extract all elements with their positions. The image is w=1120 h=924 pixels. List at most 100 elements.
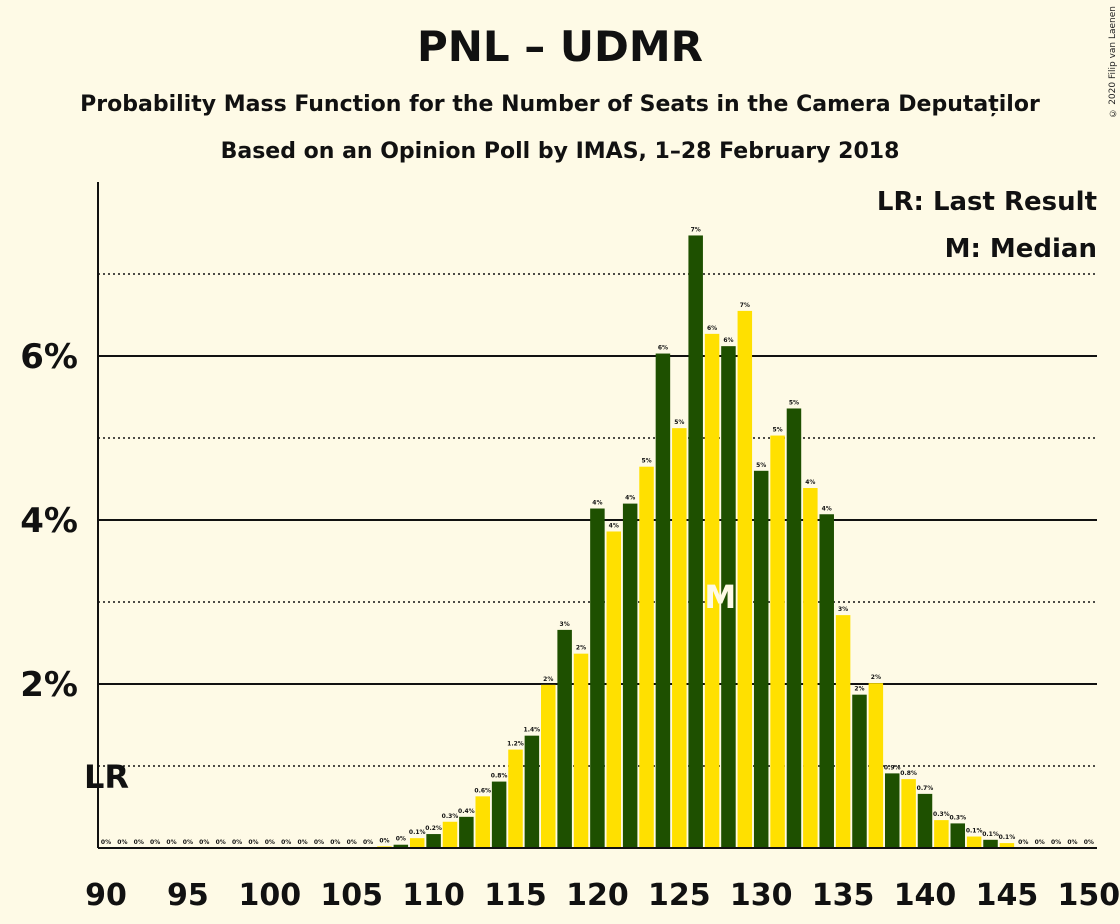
data-label-126: 7% xyxy=(691,226,701,233)
data-label-92: 0% xyxy=(134,839,144,846)
data-label-95: 0% xyxy=(183,839,193,846)
bar-116 xyxy=(524,735,540,848)
bar-120 xyxy=(590,508,605,848)
bar-134 xyxy=(819,514,834,848)
bar-113 xyxy=(475,796,490,848)
x-tick-label: 125 xyxy=(648,878,711,913)
data-label-139: 0.8% xyxy=(900,770,917,777)
data-label-110: 0.2% xyxy=(425,825,442,832)
bar-117 xyxy=(541,684,556,848)
bar-108 xyxy=(393,844,409,848)
data-label-98: 0% xyxy=(232,839,242,846)
data-label-137: 2% xyxy=(871,674,881,681)
data-label-96: 0% xyxy=(199,839,209,846)
data-label-120: 4% xyxy=(592,500,602,507)
bar-126 xyxy=(688,235,703,848)
data-label-104: 0% xyxy=(330,839,340,846)
data-label-128: 6% xyxy=(723,337,733,344)
data-label-149: 0% xyxy=(1067,839,1077,846)
data-label-115: 1.2% xyxy=(507,741,524,748)
x-tick-label: 115 xyxy=(484,878,547,913)
bar-129 xyxy=(737,310,753,848)
y-tick-label: 4% xyxy=(20,501,78,541)
bar-139 xyxy=(901,779,916,848)
data-label-119: 2% xyxy=(576,645,586,652)
data-label-117: 2% xyxy=(543,676,553,683)
bar-133 xyxy=(803,488,818,848)
data-label-140: 0.7% xyxy=(917,785,934,792)
data-label-106: 0% xyxy=(363,839,373,846)
data-label-108: 0% xyxy=(396,836,406,843)
bar-121 xyxy=(606,531,622,848)
data-label-147: 0% xyxy=(1035,839,1045,846)
data-label-100: 0% xyxy=(265,839,275,846)
x-tick-label: 150 xyxy=(1057,878,1120,913)
data-label-116: 1.4% xyxy=(524,727,541,734)
data-label-138: 0.9% xyxy=(884,764,901,771)
chart-subtitle-source: Based on an Opinion Poll by IMAS, 1–28 F… xyxy=(220,139,900,164)
legend-last-result: LR: Last Result xyxy=(877,187,1097,217)
bar-112 xyxy=(459,816,474,848)
x-tick-label: 135 xyxy=(812,878,875,913)
data-label-123: 5% xyxy=(641,458,651,465)
data-label-125: 5% xyxy=(674,419,684,426)
bar-144 xyxy=(983,839,998,848)
bar-130 xyxy=(753,470,769,848)
bar-124 xyxy=(655,353,671,848)
data-label-130: 5% xyxy=(756,462,766,469)
data-label-150: 0% xyxy=(1084,839,1094,846)
data-label-134: 4% xyxy=(822,505,832,512)
bars xyxy=(377,235,1015,848)
data-label-93: 0% xyxy=(150,839,160,846)
data-label-144: 0.1% xyxy=(982,831,999,838)
data-label-103: 0% xyxy=(314,839,324,846)
data-label-109: 0.1% xyxy=(409,829,426,836)
bar-132 xyxy=(786,408,802,848)
bar-111 xyxy=(442,821,458,848)
data-label-94: 0% xyxy=(166,839,176,846)
bar-138 xyxy=(884,773,900,848)
data-label-105: 0% xyxy=(347,839,357,846)
bar-125 xyxy=(672,428,687,848)
bar-119 xyxy=(573,653,589,848)
data-label-146: 0% xyxy=(1018,839,1028,846)
data-label-136: 2% xyxy=(854,686,864,693)
y-tick-label: 6% xyxy=(20,337,78,377)
data-label-132: 5% xyxy=(789,399,799,406)
data-label-131: 5% xyxy=(772,427,782,434)
data-label-99: 0% xyxy=(248,839,258,846)
bar-115 xyxy=(508,749,523,848)
data-label-91: 0% xyxy=(117,839,127,846)
median-marker: M xyxy=(704,578,736,616)
data-label-111: 0.3% xyxy=(442,813,459,820)
data-label-112: 0.4% xyxy=(458,808,475,815)
x-tick-label: 130 xyxy=(730,878,793,913)
data-label-113: 0.6% xyxy=(474,787,491,794)
y-tick-label: 2% xyxy=(20,665,78,705)
bar-109 xyxy=(409,838,425,848)
bar-131 xyxy=(770,435,785,848)
bar-135 xyxy=(835,615,851,848)
data-label-141: 0.3% xyxy=(933,811,950,818)
data-label-133: 4% xyxy=(805,479,815,486)
bar-118 xyxy=(557,629,572,848)
chart-title: PNL – UDMR xyxy=(416,22,704,71)
x-tick-label: 90 xyxy=(85,878,127,913)
bar-128 xyxy=(721,346,736,848)
x-tick-label: 100 xyxy=(238,878,301,913)
x-tick-label: 105 xyxy=(320,878,383,913)
x-tick-label: 110 xyxy=(402,878,465,913)
data-label-118: 3% xyxy=(560,621,570,628)
x-tick-label: 145 xyxy=(976,878,1039,913)
bar-114 xyxy=(491,781,507,848)
bar-127 xyxy=(704,333,720,848)
bar-143 xyxy=(966,836,982,848)
bar-122 xyxy=(622,503,638,848)
data-label-145: 0.1% xyxy=(999,834,1016,841)
data-label-122: 4% xyxy=(625,495,635,502)
bar-145 xyxy=(999,843,1015,848)
data-label-107: 0% xyxy=(379,837,389,844)
data-label-135: 3% xyxy=(838,606,848,613)
data-labels: 0% 0% 0% 0% 0% 0% 0% 0% 0% 0% 0% 0% 0% 0% 0% 0% 0% 0% 0%0.… xyxy=(101,226,1094,846)
data-label-124: 6% xyxy=(658,345,668,352)
